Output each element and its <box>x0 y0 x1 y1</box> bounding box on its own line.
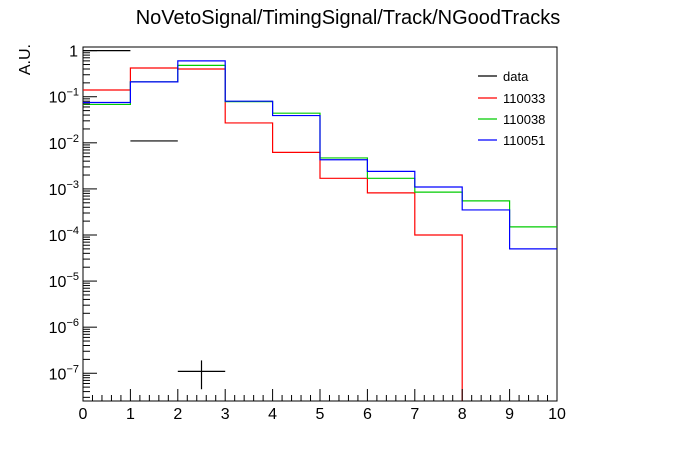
y-tick-label: 10−7 <box>49 363 79 383</box>
x-tick-label: 6 <box>363 406 372 423</box>
y-tick-label: 10−3 <box>49 179 79 199</box>
y-tick-label: 10−6 <box>49 317 79 337</box>
legend-label-110033: 110033 <box>503 91 545 106</box>
legend-label-data: data <box>503 69 529 84</box>
series-layer <box>83 50 557 401</box>
x-tick-label: 10 <box>548 406 566 423</box>
series-line-110033 <box>83 67 463 401</box>
x-tick-label: 9 <box>505 406 514 423</box>
x-tick-label: 0 <box>79 406 88 423</box>
legend-label-110038: 110038 <box>503 112 545 127</box>
legend: data 110033 110038 110051 <box>478 69 545 148</box>
legend-label-110051: 110051 <box>503 133 545 148</box>
x-tick-label: 8 <box>458 406 467 423</box>
x-tick-label: 4 <box>268 406 277 423</box>
y-tick-label: 1 <box>69 44 78 61</box>
y-tick-label: 10−5 <box>49 271 79 291</box>
y-tick-label: 10−1 <box>49 87 79 107</box>
x-tick-label: 1 <box>126 406 135 423</box>
y-tick-label: 10−2 <box>49 133 79 153</box>
y-tick-label: 10−4 <box>49 225 79 245</box>
x-tick-label: 2 <box>173 406 182 423</box>
axes-layer: 0 1 2 3 4 5 6 7 8 9 10 1 10−1 10−2 10−3 10−4 10−5 10−6 10−… <box>49 44 566 423</box>
data-point-2 <box>177 360 226 390</box>
x-tick-label: 5 <box>316 406 325 423</box>
x-tick-label: 7 <box>410 406 419 423</box>
series-line-110051 <box>83 60 557 250</box>
y-axis-label: A.U. <box>17 44 34 75</box>
chart-title: NoVetoSignal/TimingSignal/Track/NGoodTra… <box>136 7 561 29</box>
x-tick-label: 3 <box>221 406 230 423</box>
